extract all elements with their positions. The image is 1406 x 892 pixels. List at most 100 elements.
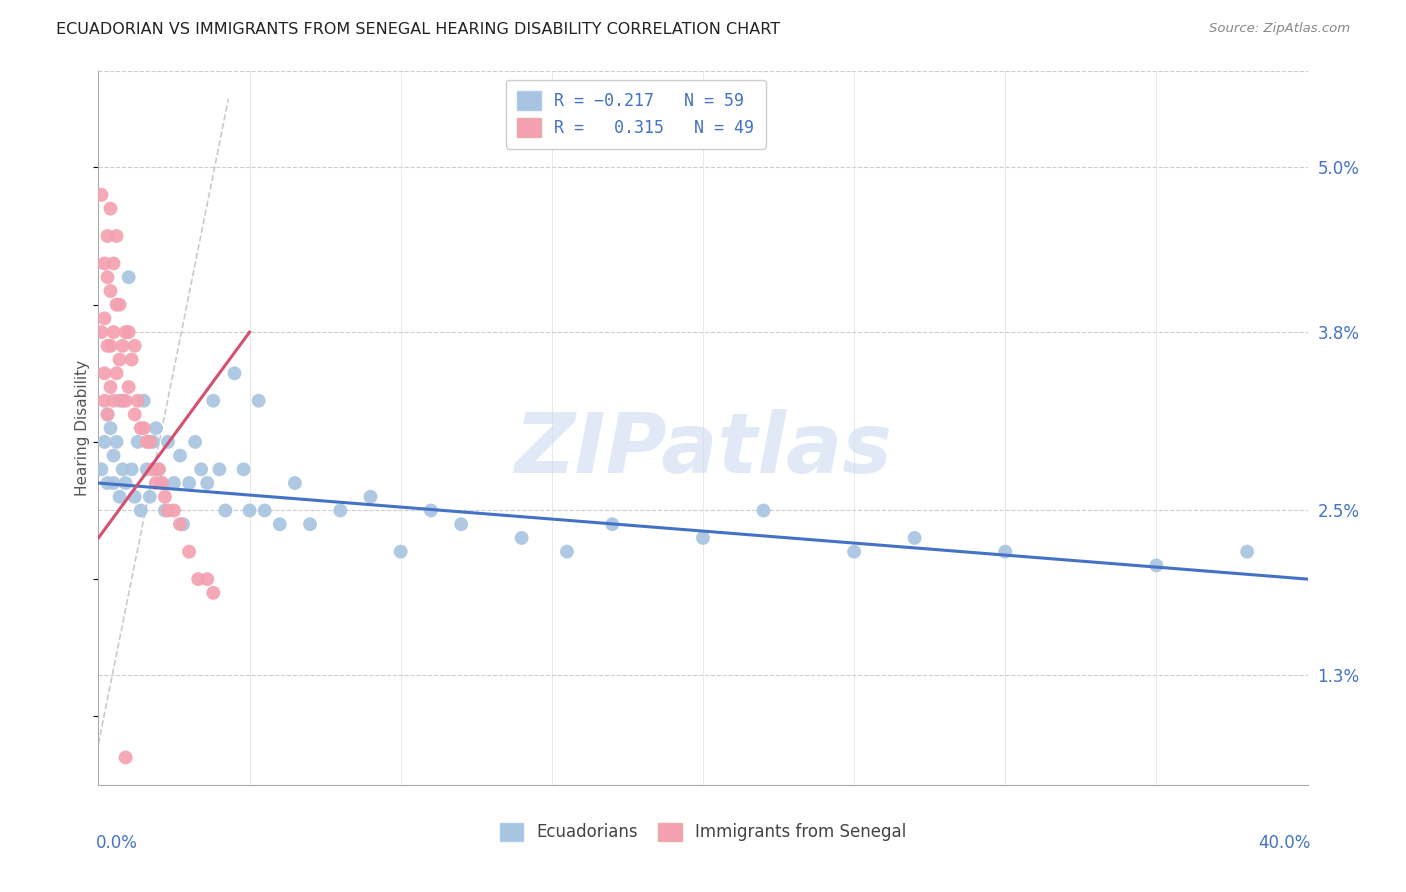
Point bbox=[105, 298, 128, 312]
Point bbox=[1144, 558, 1167, 573]
Text: 0.0%: 0.0% bbox=[96, 834, 138, 852]
Point bbox=[555, 544, 578, 558]
Point bbox=[114, 476, 136, 491]
Point bbox=[100, 421, 122, 435]
Point bbox=[135, 462, 157, 476]
Point bbox=[105, 229, 128, 244]
Point bbox=[103, 256, 125, 270]
Point bbox=[132, 393, 155, 408]
Point bbox=[124, 339, 146, 353]
Point bbox=[96, 339, 118, 353]
Text: Source: ZipAtlas.com: Source: ZipAtlas.com bbox=[1209, 22, 1350, 36]
Point bbox=[105, 434, 128, 449]
Point bbox=[93, 311, 115, 326]
Point bbox=[214, 503, 236, 517]
Point bbox=[93, 393, 115, 408]
Point bbox=[124, 490, 146, 504]
Point bbox=[169, 449, 191, 463]
Point bbox=[93, 434, 115, 449]
Point bbox=[90, 325, 112, 339]
Y-axis label: Hearing Disability: Hearing Disability bbox=[75, 360, 90, 496]
Point bbox=[90, 187, 112, 202]
Point bbox=[100, 380, 122, 394]
Text: ECUADORIAN VS IMMIGRANTS FROM SENEGAL HEARING DISABILITY CORRELATION CHART: ECUADORIAN VS IMMIGRANTS FROM SENEGAL HE… bbox=[56, 22, 780, 37]
Point bbox=[169, 517, 191, 532]
Point bbox=[153, 503, 176, 517]
Point bbox=[114, 750, 136, 764]
Point bbox=[184, 434, 207, 449]
Point bbox=[179, 544, 201, 558]
Point bbox=[135, 434, 157, 449]
Point bbox=[103, 393, 125, 408]
Point bbox=[145, 421, 167, 435]
Point bbox=[692, 531, 714, 545]
Point bbox=[239, 503, 262, 517]
Point bbox=[129, 503, 152, 517]
Point bbox=[195, 476, 218, 491]
Point bbox=[114, 393, 136, 408]
Point bbox=[121, 352, 143, 367]
Point bbox=[96, 408, 118, 422]
Point bbox=[96, 408, 118, 422]
Point bbox=[100, 339, 122, 353]
Point bbox=[111, 339, 134, 353]
Point bbox=[904, 531, 927, 545]
Text: 40.0%: 40.0% bbox=[1258, 834, 1310, 852]
Point bbox=[103, 325, 125, 339]
Point bbox=[105, 366, 128, 380]
Text: ZIPatlas: ZIPatlas bbox=[515, 409, 891, 490]
Point bbox=[208, 462, 231, 476]
Point bbox=[299, 517, 322, 532]
Point bbox=[844, 544, 866, 558]
Point bbox=[108, 393, 131, 408]
Point bbox=[232, 462, 254, 476]
Point bbox=[111, 462, 134, 476]
Point bbox=[127, 434, 149, 449]
Point bbox=[127, 393, 149, 408]
Point bbox=[118, 325, 141, 339]
Point bbox=[752, 503, 775, 517]
Point bbox=[156, 434, 179, 449]
Point bbox=[108, 352, 131, 367]
Point bbox=[247, 393, 270, 408]
Point bbox=[224, 366, 246, 380]
Point bbox=[118, 270, 141, 285]
Point bbox=[510, 531, 533, 545]
Point bbox=[96, 229, 118, 244]
Point bbox=[118, 380, 141, 394]
Point bbox=[139, 490, 162, 504]
Point bbox=[148, 462, 170, 476]
Point bbox=[145, 476, 167, 491]
Point bbox=[142, 434, 165, 449]
Point bbox=[253, 503, 276, 517]
Point bbox=[96, 270, 118, 285]
Point bbox=[450, 517, 472, 532]
Point bbox=[153, 490, 176, 504]
Point bbox=[187, 572, 209, 586]
Point bbox=[129, 421, 152, 435]
Point bbox=[132, 421, 155, 435]
Point bbox=[163, 476, 186, 491]
Point bbox=[179, 476, 201, 491]
Point bbox=[96, 476, 118, 491]
Point bbox=[202, 393, 225, 408]
Point bbox=[121, 462, 143, 476]
Point bbox=[994, 544, 1017, 558]
Point bbox=[124, 408, 146, 422]
Point bbox=[103, 449, 125, 463]
Point bbox=[163, 503, 186, 517]
Point bbox=[156, 503, 179, 517]
Point bbox=[360, 490, 382, 504]
Point bbox=[108, 298, 131, 312]
Point bbox=[100, 202, 122, 216]
Point bbox=[602, 517, 624, 532]
Point bbox=[389, 544, 412, 558]
Point bbox=[142, 462, 165, 476]
Point bbox=[190, 462, 212, 476]
Point bbox=[172, 517, 194, 532]
Point bbox=[195, 572, 218, 586]
Point bbox=[420, 503, 443, 517]
Point bbox=[93, 256, 115, 270]
Point bbox=[93, 366, 115, 380]
Point bbox=[100, 284, 122, 298]
